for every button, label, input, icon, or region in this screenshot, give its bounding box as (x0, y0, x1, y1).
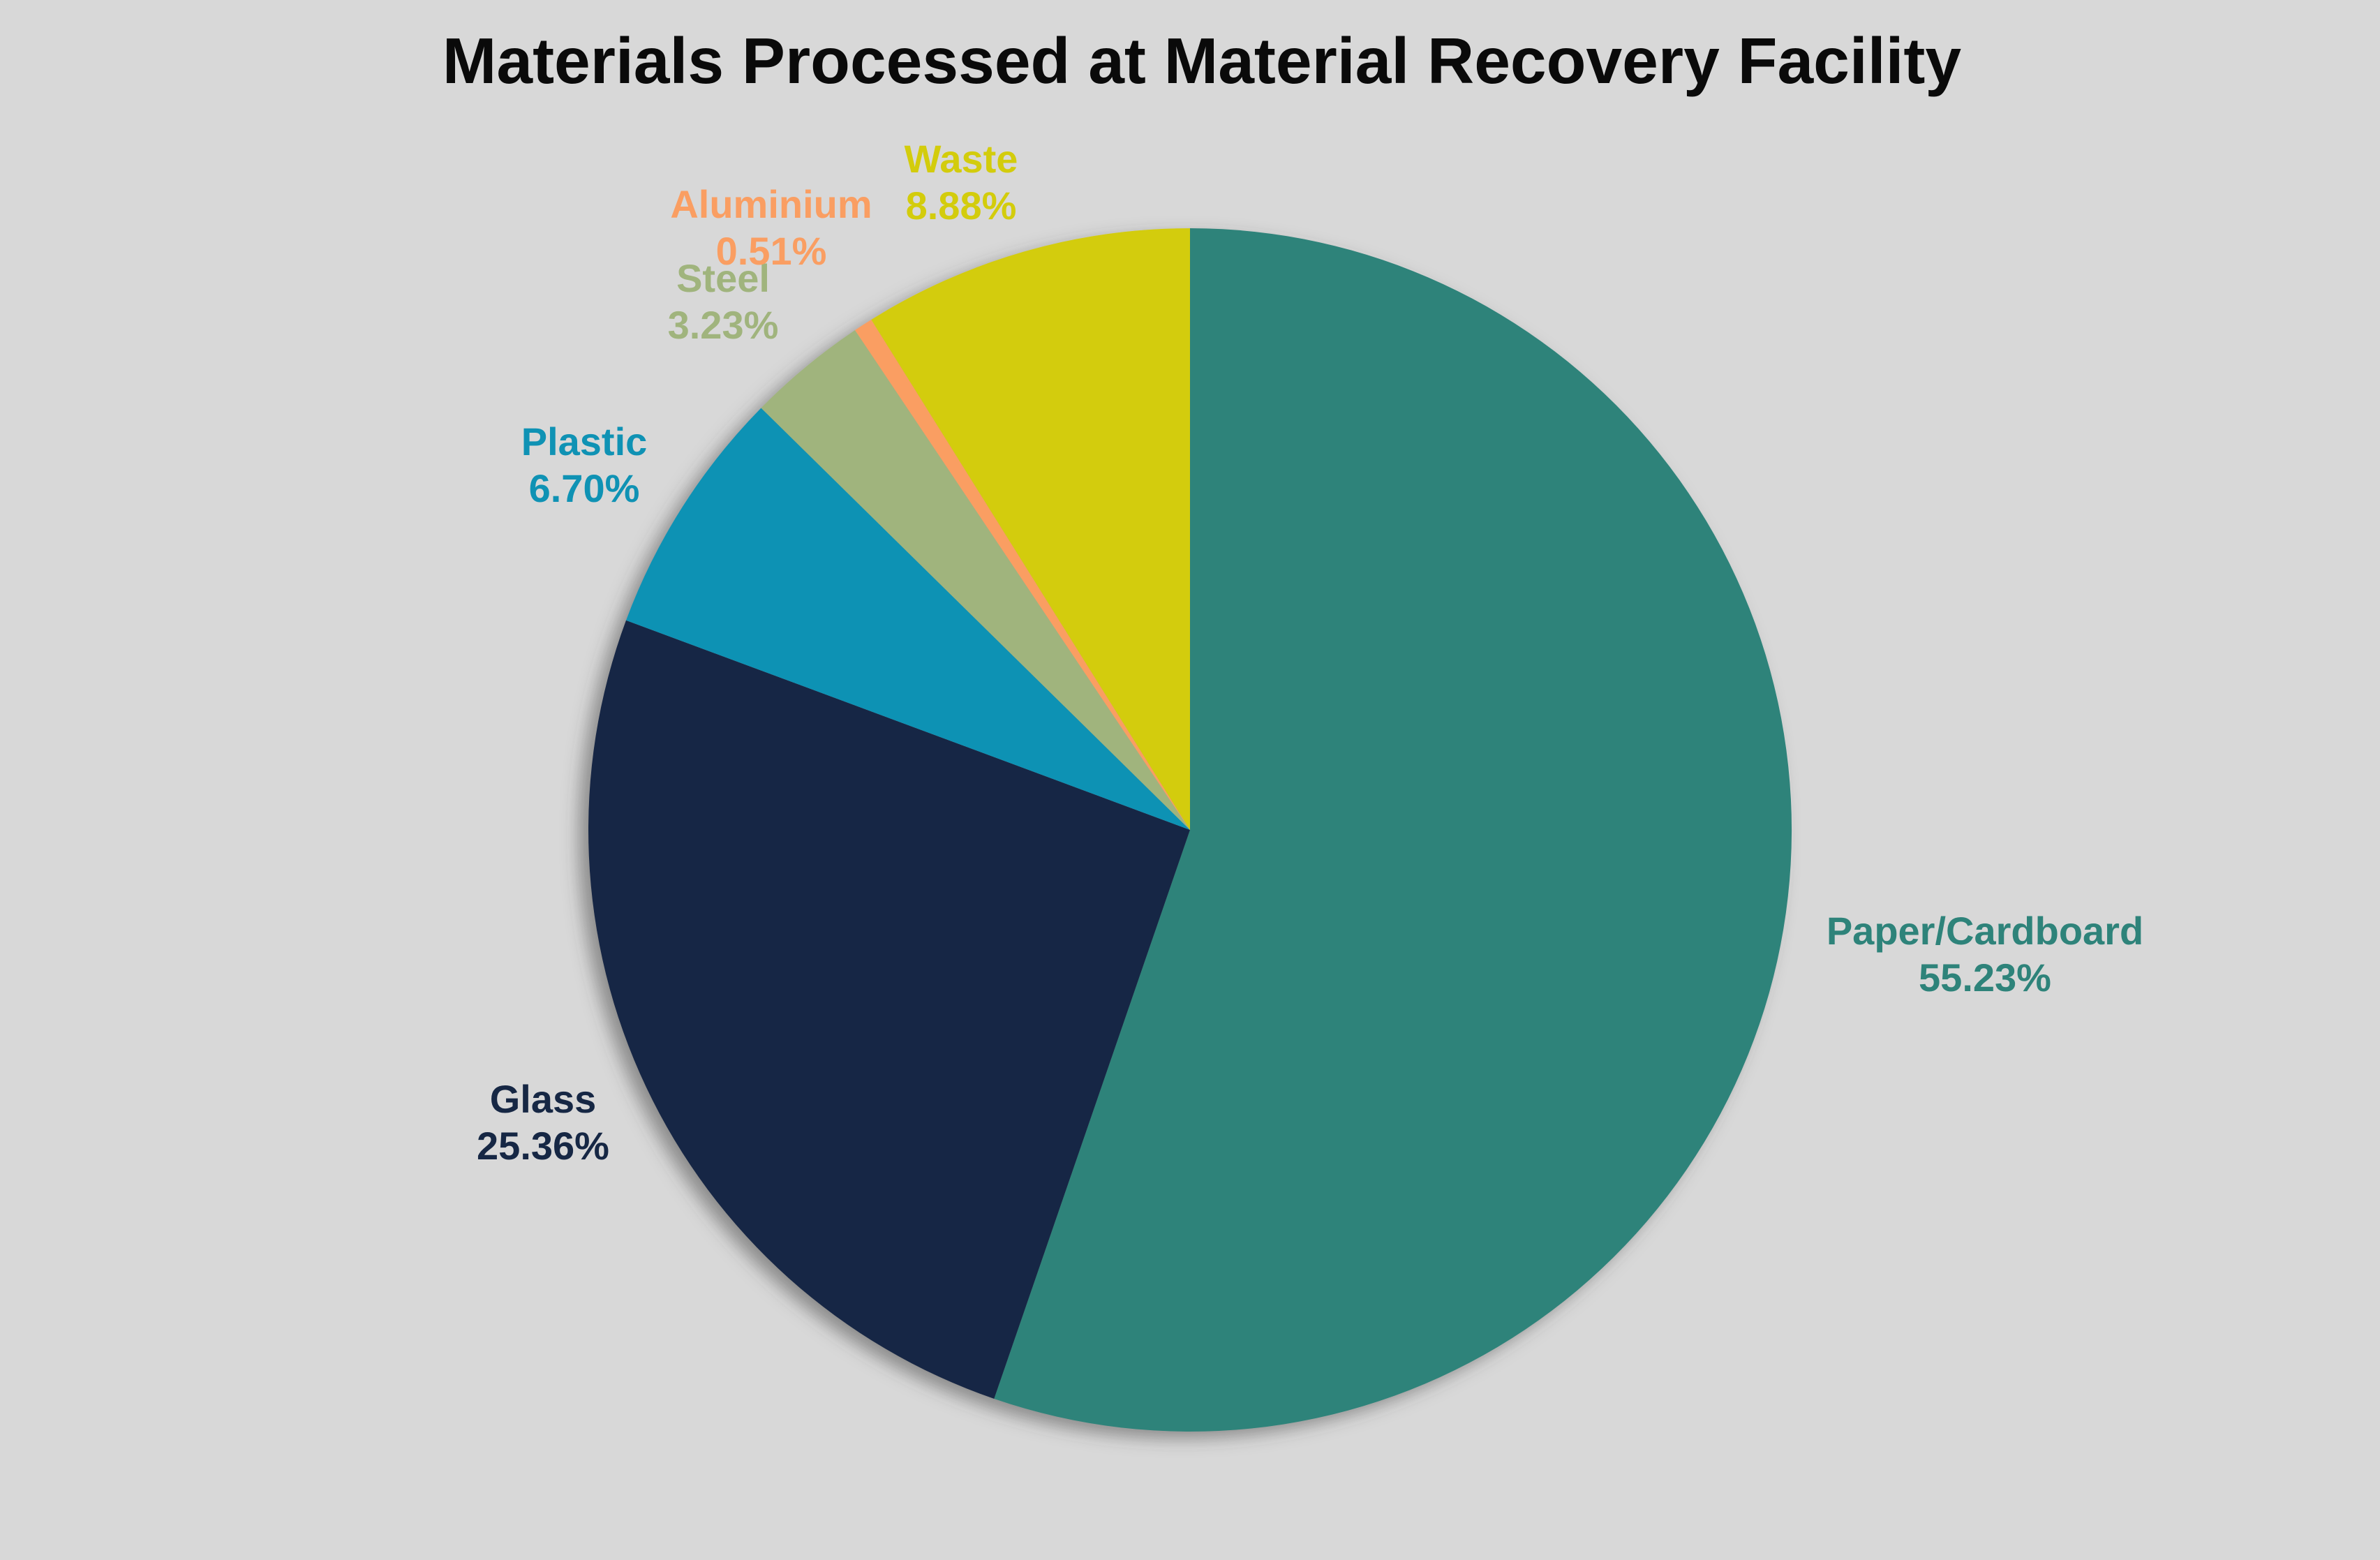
slice-label-steel: Steel 3.23% (668, 255, 779, 348)
slice-label-percent: 0.51% (715, 229, 827, 273)
slice-label-percent: 25.36% (477, 1124, 609, 1168)
chart-title: Materials Processed at Material Recovery… (442, 24, 1962, 97)
slice-label-percent: 8.88% (905, 184, 1017, 228)
slice-label-percent: 6.70% (528, 466, 640, 510)
pie-slice-plastic (626, 408, 1190, 830)
slice-label-waste: Waste 8.88% (905, 135, 1018, 229)
slice-label-name: Waste (904, 137, 1018, 181)
slice-label-name: Aluminium (670, 182, 872, 226)
pie-slice-paper-cardboard (994, 228, 1792, 1432)
slice-label-name: Steel (676, 256, 770, 300)
pie-slice-waste (871, 228, 1190, 830)
pie-slice-glass (588, 620, 1190, 1399)
slice-label-name: Paper/Cardboard (1826, 909, 2144, 953)
pie-slice-aluminium (855, 320, 1190, 830)
slice-label-aluminium: Aluminium 0.51% (670, 181, 872, 274)
slice-label-percent: 55.23% (1919, 956, 2051, 1000)
slice-label-percent: 3.23% (667, 303, 779, 347)
slice-label-glass: Glass 25.36% (477, 1076, 609, 1169)
slice-label-name: Plastic (521, 419, 648, 463)
pie-slice-steel (761, 330, 1190, 830)
slice-label-plastic: Plastic 6.70% (521, 418, 648, 512)
slice-label-paper-cardboard: Paper/Cardboard 55.23% (1827, 907, 2143, 1001)
pie-slices (588, 228, 1792, 1432)
slice-label-name: Glass (489, 1077, 597, 1121)
